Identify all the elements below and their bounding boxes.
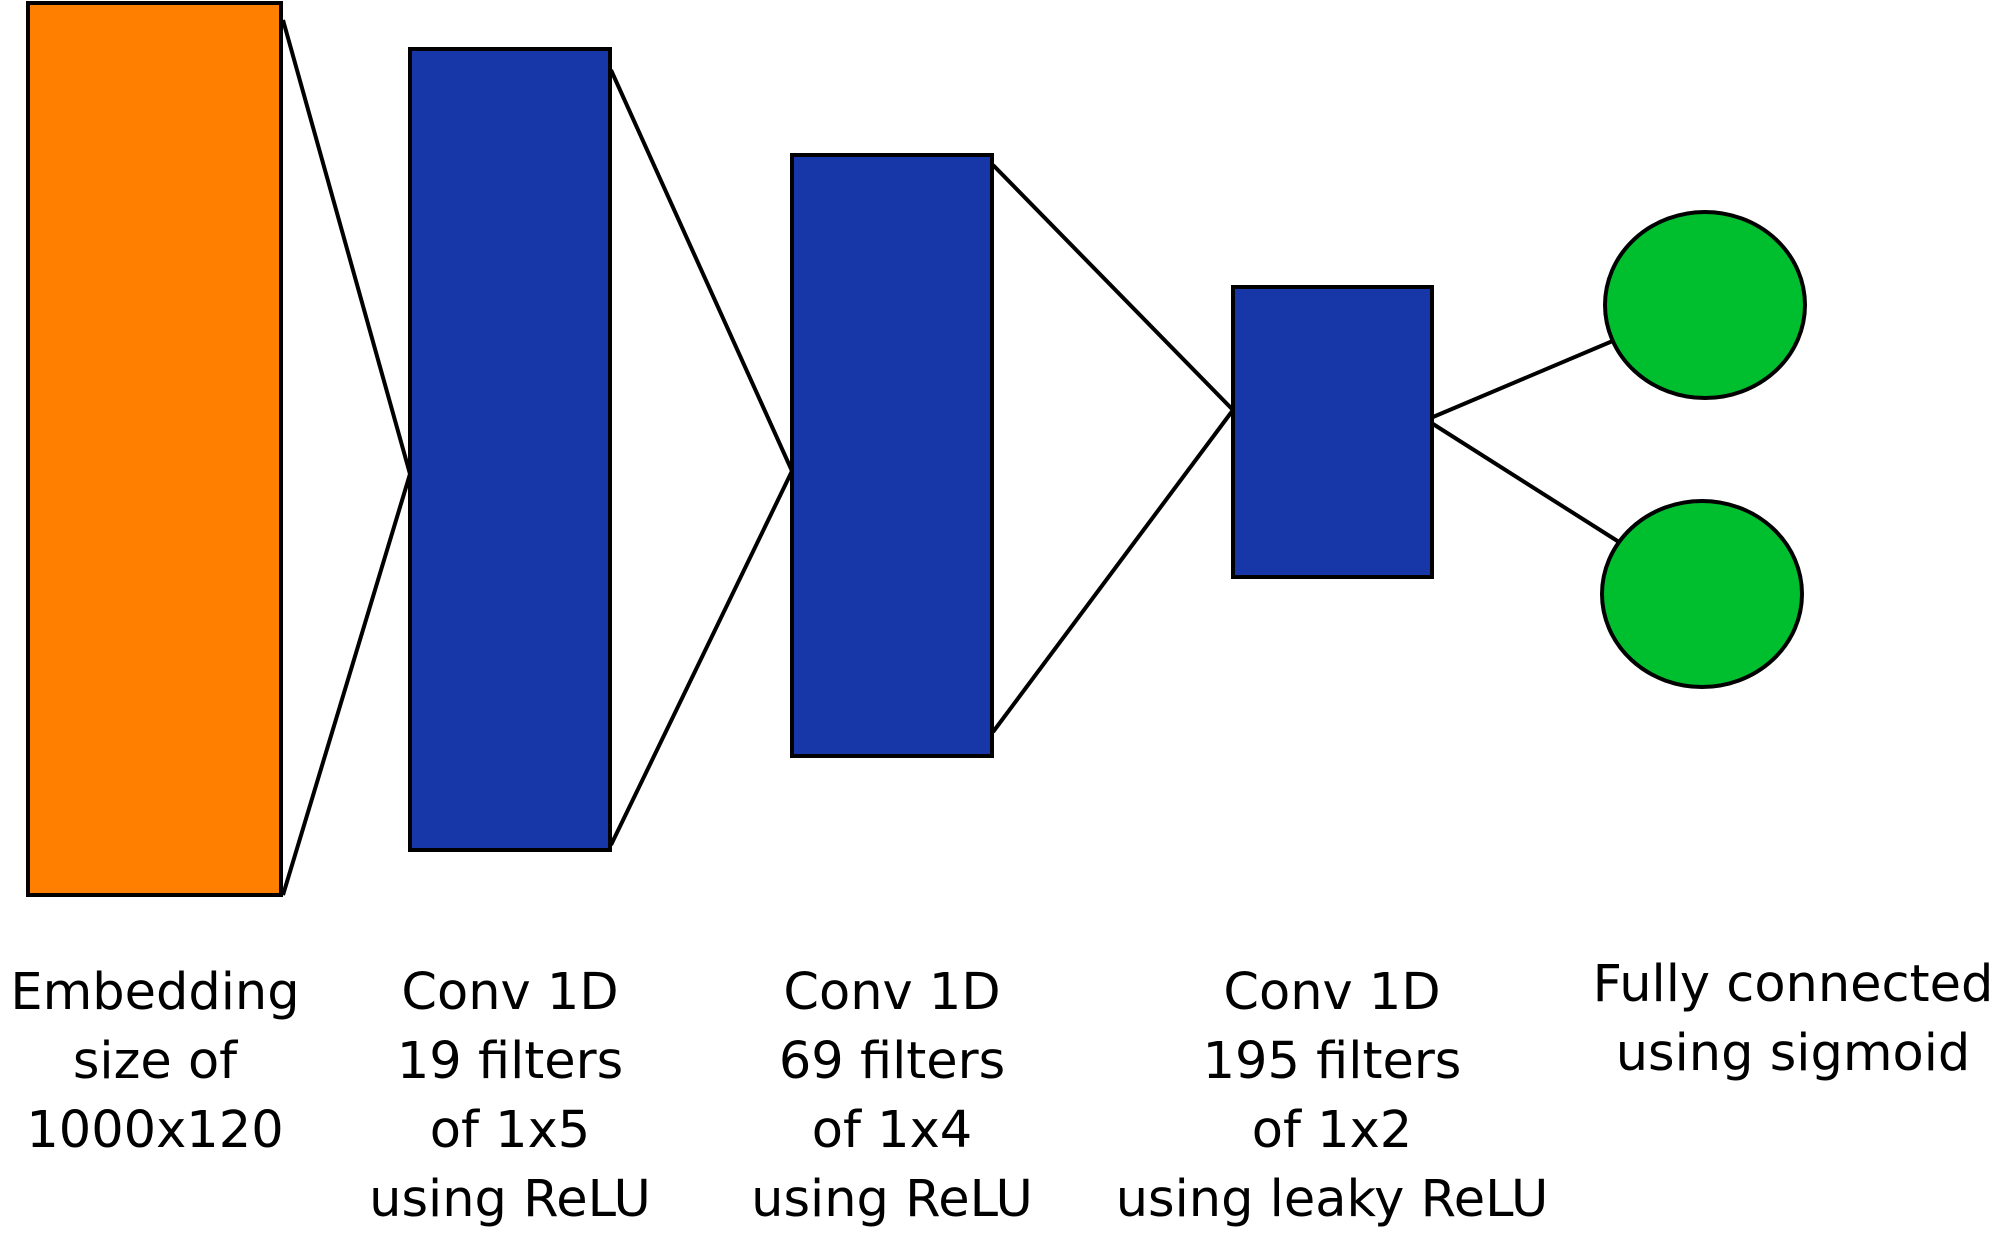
connector-embedding-conv1-top (281, 19, 412, 475)
connector-conv2-conv3-top (991, 163, 1235, 412)
caption-line: 195 filters (1202, 1032, 1462, 1091)
connector-conv3-output-top (1432, 338, 1616, 419)
caption-line: using leaky ReLU (1115, 1170, 1549, 1229)
connector-embedding-conv1-bottom (281, 473, 412, 896)
output-neuron-top (1603, 210, 1807, 400)
caption-line: Conv 1D (1223, 963, 1441, 1022)
embedding-caption: Embedding size of 1000x120 (0, 958, 310, 1165)
conv2-caption: Conv 1D 69 filters of 1x4 using ReLU (732, 958, 1052, 1234)
embedding-block (26, 1, 283, 897)
caption-line: using ReLU (751, 1170, 1033, 1229)
fc-caption: Fully connected using sigmoid (1570, 950, 2016, 1088)
connector-conv2-conv3-bottom (991, 408, 1235, 734)
caption-line: of 1x4 (811, 1101, 973, 1160)
caption-line: using ReLU (369, 1170, 651, 1229)
connector-conv1-conv2-bottom (609, 470, 794, 846)
caption-line: of 1x5 (429, 1101, 591, 1160)
conv1-caption: Conv 1D 19 filters of 1x5 using ReLU (350, 958, 670, 1234)
caption-line: Embedding (10, 963, 300, 1022)
caption-line: 69 filters (778, 1032, 1006, 1091)
caption-line: Conv 1D (401, 963, 619, 1022)
caption-line: of 1x2 (1251, 1101, 1413, 1160)
caption-line: Fully connected (1592, 955, 1994, 1014)
connector-conv1-conv2-top (609, 69, 794, 472)
caption-line: 1000x120 (26, 1101, 284, 1160)
caption-line: using sigmoid (1615, 1024, 1971, 1083)
caption-line: size of (72, 1032, 238, 1091)
conv3-caption: Conv 1D 195 filters of 1x2 using leaky R… (1092, 958, 1572, 1234)
output-neuron-bottom (1600, 499, 1804, 689)
caption-line: Conv 1D (783, 963, 1001, 1022)
conv2-block (790, 153, 994, 758)
conv1-block (408, 47, 612, 852)
conv3-block (1231, 285, 1434, 579)
connector-conv3-output-bottom (1431, 422, 1621, 544)
caption-line: 19 filters (396, 1032, 624, 1091)
